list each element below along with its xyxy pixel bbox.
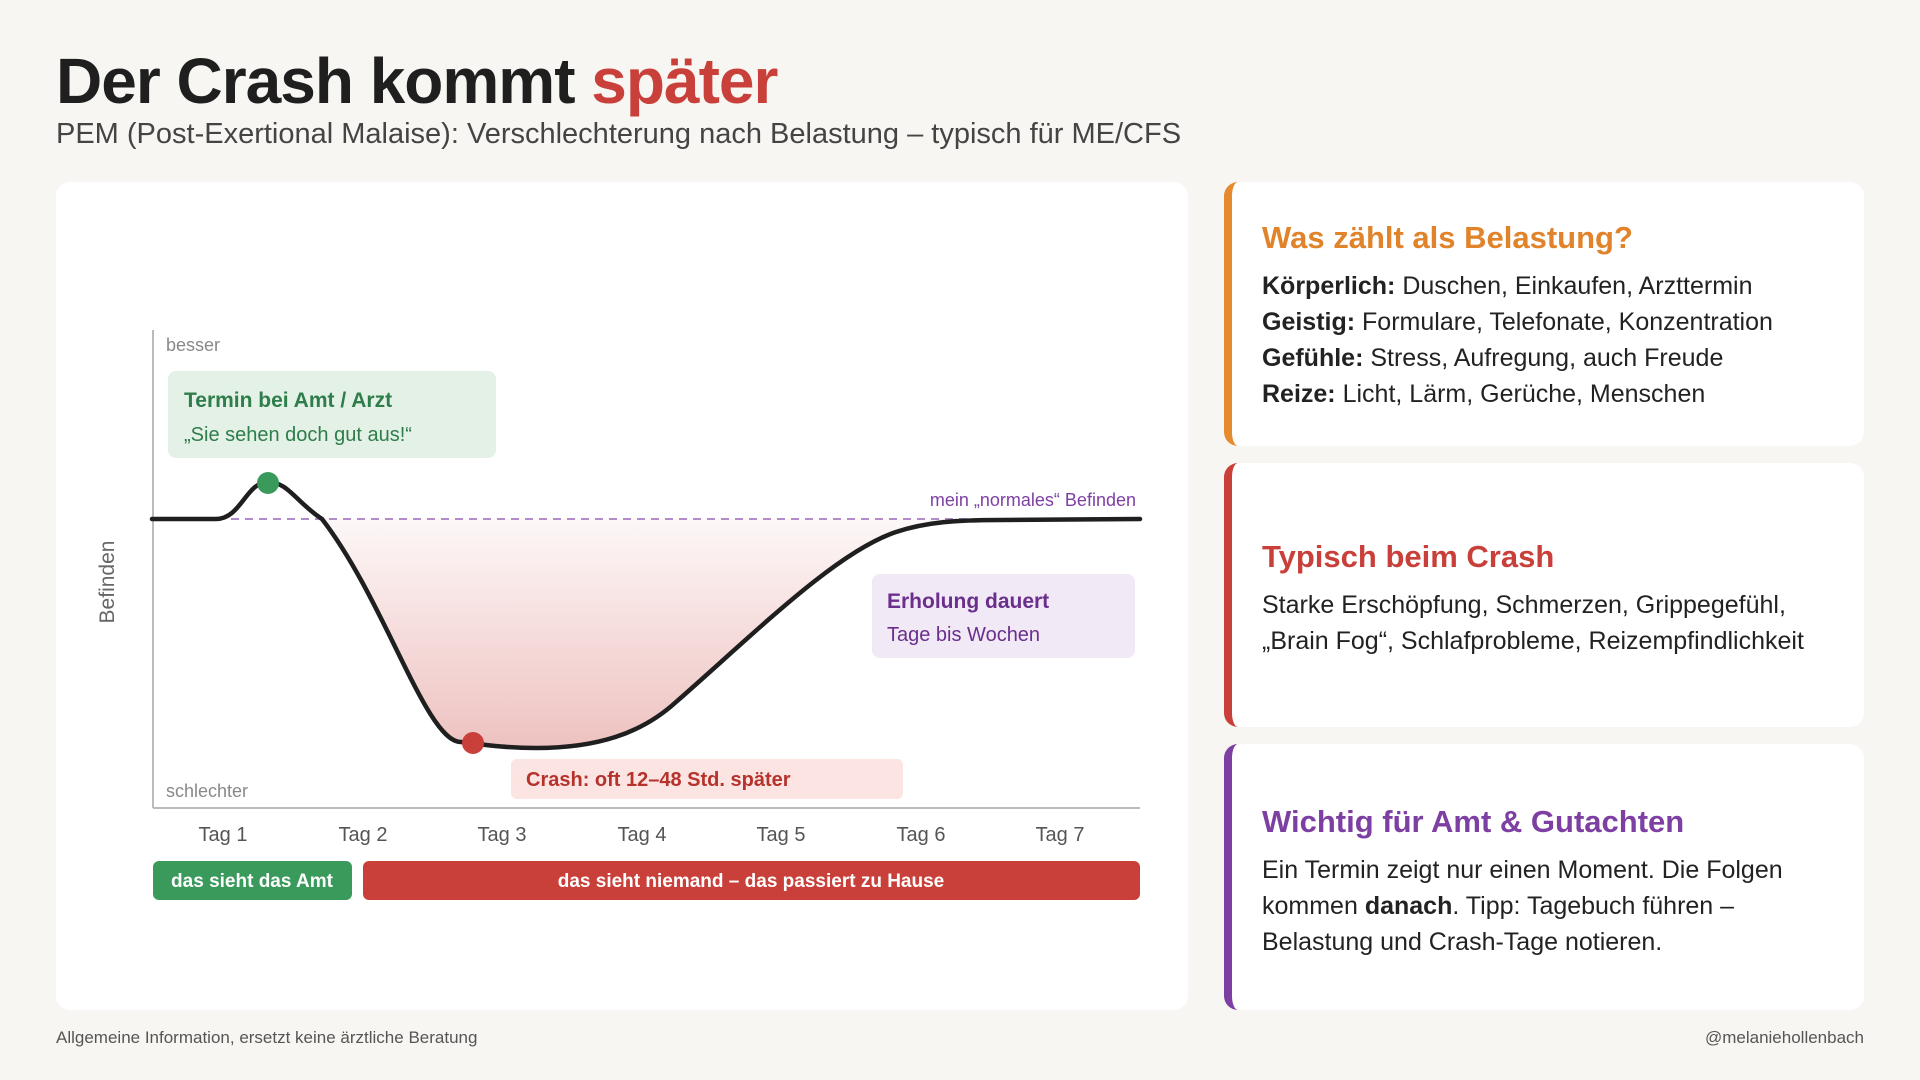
day-label-3: Tag 3 (478, 824, 527, 846)
card-crash-line-2: „Brain Fog“, Schlafprobleme, Reizempfind… (1262, 627, 1804, 655)
page-title: Der Crash kommt später (56, 44, 778, 118)
line2-post: . Tipp: Tagebuch führen – (1452, 892, 1735, 920)
band-visible (153, 861, 352, 900)
crash-area (322, 519, 1001, 748)
card-load-title: Was zählt als Belastung? (1262, 220, 1633, 255)
day-label-4: Tag 4 (618, 824, 667, 846)
day-label-7: Tag 7 (1036, 824, 1085, 846)
day-label-5: Tag 5 (757, 824, 806, 846)
load-row-label: Gefühle: (1262, 344, 1364, 372)
card-load: Was zählt als Belastung? Körperlich: Dus… (1224, 182, 1864, 446)
day-label-2: Tag 2 (339, 824, 388, 846)
baseline-label: mein „normales“ Befinden (930, 490, 1136, 510)
card-important-line-2: kommen danach. Tipp: Tagebuch führen – (1262, 888, 1834, 924)
recovery-callout-text: Tage bis Wochen (887, 624, 1040, 646)
crash-point (462, 732, 484, 754)
footer-handle: @melaniehollenbach (1704, 1028, 1864, 1047)
load-row-text: Stress, Aufregung, auch Freude (1370, 344, 1724, 372)
card-crash-line-1: Starke Erschöpfung, Schmerzen, Grippegef… (1262, 591, 1786, 619)
card-important: Wichtig für Amt & Gutachten Ein Termin z… (1224, 744, 1864, 1010)
recovery-callout-title: Erholung dauert (887, 590, 1049, 613)
load-row-label: Geistig: (1262, 308, 1356, 336)
appointment-point (257, 472, 279, 494)
card-important-title: Wichtig für Amt & Gutachten (1262, 804, 1685, 839)
pem-diagram: Befinden besser schlechter mein „normale… (96, 330, 1143, 900)
load-row: Gefühle: Stress, Aufregung, auch Freude (1262, 340, 1834, 376)
line2-pre: kommen (1262, 892, 1358, 920)
card-important-line-1: Ein Termin zeigt nur einen Moment. Die F… (1262, 856, 1783, 884)
y-top-label: besser (166, 335, 220, 355)
card-crash-title: Typisch beim Crash (1262, 539, 1555, 574)
band-hidden-label: das sieht niemand – das passiert zu Haus… (558, 871, 944, 892)
crash-callout-text: Crash: oft 12–48 Std. später (526, 769, 791, 791)
appointment-callout-text: „Sie sehen doch gut aus!“ (184, 424, 412, 446)
y-bottom-label: schlechter (166, 781, 248, 801)
load-row-text: Duschen, Einkaufen, Arzttermin (1402, 272, 1753, 300)
crash-callout (511, 759, 903, 799)
diagram-card: Befinden besser schlechter mein „normale… (56, 182, 1188, 1010)
load-row-text: Formulare, Telefonate, Konzentration (1362, 308, 1773, 336)
title-accent: später (591, 45, 778, 117)
load-row: Körperlich: Duschen, Einkaufen, Arztterm… (1262, 268, 1834, 304)
band-visible-label: das sieht das Amt (171, 871, 334, 892)
page-subtitle: PEM (Post-Exertional Malaise): Verschlec… (56, 118, 1182, 150)
y-axis-label: Befinden (96, 541, 119, 624)
band-hidden (363, 861, 1140, 900)
wellbeing-curve (149, 479, 1143, 751)
day-labels: Tag 1 Tag 2 Tag 3 Tag 4 Tag 5 Tag 6 Tag … (199, 824, 1085, 846)
title-main: Der Crash kommt (56, 45, 575, 117)
card-important-line-3: Belastung und Crash-Tage notieren. (1262, 928, 1663, 956)
line2-bold: danach (1364, 892, 1453, 920)
day-label-1: Tag 1 (199, 824, 248, 846)
recovery-callout (872, 574, 1135, 658)
footer-disclaimer: Allgemeine Information, ersetzt keine är… (56, 1028, 478, 1047)
appointment-callout-title: Termin bei Amt / Arzt (184, 389, 392, 412)
load-row-text: Licht, Lärm, Gerüche, Menschen (1342, 380, 1706, 408)
load-row-label: Körperlich: (1262, 272, 1396, 300)
load-row-label: Reize: (1262, 380, 1336, 408)
card-crash: Typisch beim Crash Starke Erschöpfung, S… (1224, 463, 1864, 727)
appointment-callout (168, 371, 496, 458)
load-row: Reize: Licht, Lärm, Gerüche, Menschen (1262, 376, 1834, 412)
load-row: Geistig: Formulare, Telefonate, Konzentr… (1262, 304, 1834, 340)
day-label-6: Tag 6 (897, 824, 946, 846)
